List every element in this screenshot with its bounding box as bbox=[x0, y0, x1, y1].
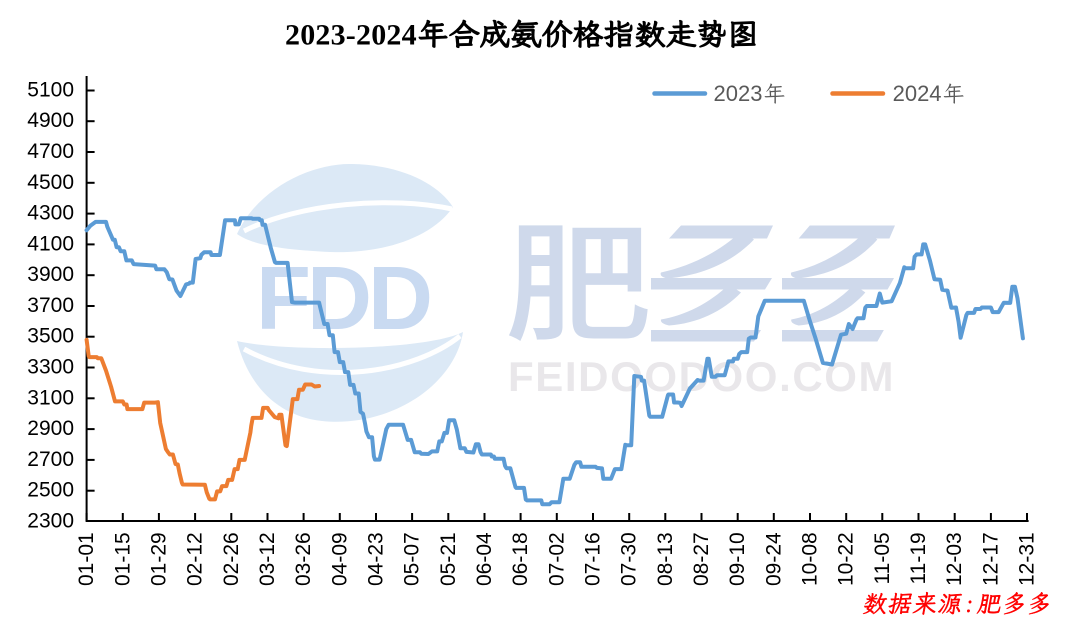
svg-text:04-23: 04-23 bbox=[365, 532, 388, 586]
svg-text:3300: 3300 bbox=[27, 356, 74, 379]
svg-text:03-26: 03-26 bbox=[292, 532, 315, 586]
svg-text:12-03: 12-03 bbox=[943, 532, 966, 586]
svg-text:07-30: 07-30 bbox=[618, 532, 641, 586]
svg-text:08-13: 08-13 bbox=[654, 532, 677, 586]
svg-text:07-16: 07-16 bbox=[582, 532, 605, 586]
svg-text:06-18: 06-18 bbox=[509, 532, 532, 586]
svg-text:4500: 4500 bbox=[27, 171, 74, 194]
svg-text:11-19: 11-19 bbox=[907, 532, 930, 584]
svg-text:11-05: 11-05 bbox=[871, 532, 894, 584]
svg-text:4300: 4300 bbox=[27, 202, 74, 225]
svg-text:2900: 2900 bbox=[27, 417, 74, 440]
svg-text:FDD: FDD bbox=[256, 249, 430, 349]
svg-text:07-02: 07-02 bbox=[545, 532, 568, 586]
svg-text:2024: 2024 bbox=[893, 81, 942, 106]
svg-text:12-17: 12-17 bbox=[979, 532, 1002, 586]
svg-text:05-21: 05-21 bbox=[437, 532, 460, 586]
svg-text:12-31: 12-31 bbox=[1016, 532, 1039, 586]
svg-text:01-29: 01-29 bbox=[147, 532, 170, 586]
svg-text:4700: 4700 bbox=[27, 140, 74, 163]
svg-text:4900: 4900 bbox=[27, 109, 74, 132]
svg-text:09-10: 09-10 bbox=[726, 532, 749, 586]
svg-text:10-08: 10-08 bbox=[799, 532, 822, 586]
svg-text:2023-2024: 2023-2024 bbox=[285, 19, 417, 52]
svg-text:2300: 2300 bbox=[27, 510, 74, 533]
svg-text:3900: 3900 bbox=[27, 263, 74, 286]
svg-text:2500: 2500 bbox=[27, 479, 74, 502]
svg-text:3500: 3500 bbox=[27, 325, 74, 348]
svg-text:2023: 2023 bbox=[714, 81, 763, 106]
svg-text:5100: 5100 bbox=[27, 79, 74, 102]
svg-text:09-24: 09-24 bbox=[762, 532, 785, 586]
svg-text:3100: 3100 bbox=[27, 386, 74, 409]
svg-text:01-15: 01-15 bbox=[111, 532, 134, 586]
svg-text:04-09: 04-09 bbox=[328, 532, 351, 586]
svg-text:10-22: 10-22 bbox=[835, 532, 858, 586]
svg-text:05-07: 05-07 bbox=[401, 532, 424, 586]
svg-text:4100: 4100 bbox=[27, 232, 74, 255]
svg-text:3700: 3700 bbox=[27, 294, 74, 317]
svg-text:2700: 2700 bbox=[27, 448, 74, 471]
svg-text:08-27: 08-27 bbox=[690, 532, 713, 586]
svg-text:06-04: 06-04 bbox=[473, 532, 496, 586]
svg-text:FEIDOODOO.COM: FEIDOODOO.COM bbox=[508, 353, 895, 400]
svg-text:03-12: 03-12 bbox=[256, 532, 279, 586]
svg-text:02-12: 02-12 bbox=[184, 532, 207, 586]
svg-text:02-26: 02-26 bbox=[220, 532, 243, 586]
svg-text:01-01: 01-01 bbox=[75, 532, 98, 586]
